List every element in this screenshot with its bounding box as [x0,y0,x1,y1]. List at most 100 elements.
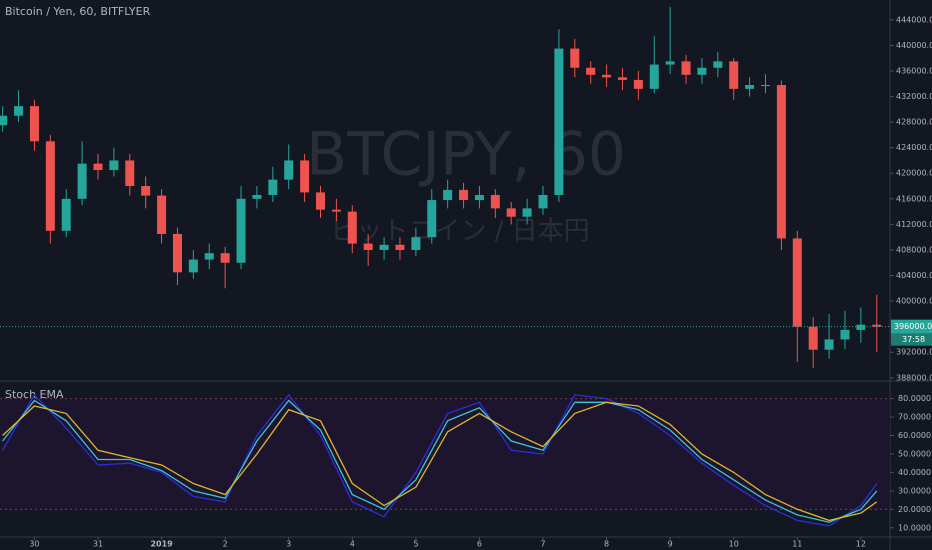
y-tick-label: 80.0000 [898,394,931,403]
x-tick-label: 10 [729,540,739,549]
candle-body [617,77,627,80]
last-price-box [891,319,932,334]
y-tick-label: 444000.00 [896,15,932,24]
x-tick-label: 9 [668,540,673,549]
y-tick-label: 70.0000 [898,413,931,422]
candle-body [14,106,24,116]
candle-body [443,189,453,201]
x-tick-label: 8 [604,540,609,549]
candle-body [729,61,739,89]
x-tick-label: 31 [93,540,103,549]
y-tick-label: 436000.00 [896,66,932,75]
candle-body [665,61,675,65]
candle-body [633,79,643,89]
candle-body [792,238,802,327]
x-tick-label: 2 [223,540,228,549]
last-price-label: 396000.00 [894,322,932,331]
candle-body [570,48,580,68]
candle-body [395,244,405,250]
candle-body [363,243,373,250]
candle-body [29,106,39,142]
x-tick-label: 3 [286,540,291,549]
y-tick-label: 20.0000 [898,505,931,514]
candle-body [856,324,866,330]
x-tick-label: 5 [413,540,418,549]
candle-body [474,194,484,201]
candle-body [379,244,389,250]
candle-body [538,194,548,209]
band-fill [0,398,890,510]
watermark-symbol: BTCJPY, 60 [306,120,626,190]
y-tick-label: 40.0000 [898,468,931,477]
y-tick-label: 50.0000 [898,449,931,458]
candle-body [125,160,135,187]
y-tick-label: 400000.00 [896,297,932,306]
x-tick-label: 2019 [150,540,173,549]
y-tick-label: 392000.00 [896,348,932,357]
candle-body [554,48,564,195]
candle-body [427,200,437,238]
candle-body [713,61,723,68]
candle-body [204,253,214,260]
candle-body [490,194,500,209]
candle-body [0,115,8,126]
candle-body [45,141,55,231]
watermark-name: ビットコイン / 日本円 [330,217,589,247]
candle-body [93,163,103,171]
candle-body [61,198,71,231]
countdown-label: 37:58 [902,335,925,344]
stoch-line [2,401,878,522]
candle-body [252,194,262,199]
candle-body [236,198,246,263]
candle-body [824,339,834,350]
candle-body [459,189,469,201]
y-tick-label: 60.0000 [898,431,931,440]
symbol-title: Bitcoin / Yen, 60, BITFLYER [5,5,151,18]
x-tick-label: 4 [350,540,355,549]
candle-body [411,237,421,250]
candle-body [268,179,278,195]
stoch-line [2,399,878,523]
candle-body [172,233,182,273]
y-tick-label: 10.0000 [898,523,931,532]
candle-body [776,85,786,239]
x-tick-label: 12 [856,540,866,549]
x-tick-label: 30 [29,540,39,549]
candle-body [745,85,755,89]
candle-body [808,326,818,350]
y-tick-label: 440000.00 [896,41,932,50]
candle-body [316,192,326,210]
x-tick-label: 11 [792,540,802,549]
stoch-line [2,393,878,527]
y-tick-label: 424000.00 [896,143,932,152]
candle-body [77,163,87,199]
y-tick-label: 432000.00 [896,92,932,101]
y-tick-label: 420000.00 [896,169,932,178]
candle-body [602,74,612,78]
y-tick-label: 30.0000 [898,486,931,495]
candle-body [347,211,357,244]
candle-body [331,209,341,212]
y-tick-label: 404000.00 [896,271,932,280]
y-tick-label: 388000.00 [896,373,932,382]
candle-body [761,85,771,87]
candle-body [506,208,516,217]
candle-body [157,195,167,234]
x-tick-label: 6 [477,540,482,549]
candle-body [586,67,596,75]
y-tick-label: 428000.00 [896,118,932,127]
candle-body [188,259,198,273]
candle-body [522,208,532,217]
y-tick-label: 412000.00 [896,220,932,229]
candle-body [284,160,294,180]
y-tick-label: 408000.00 [896,245,932,254]
candle-body [697,67,707,75]
candle-body [872,324,882,327]
x-tick-label: 7 [540,540,545,549]
candle-body [840,329,850,340]
candle-body [649,64,659,89]
countdown-box [891,333,932,346]
candle-body [109,160,119,171]
candle-body [141,186,151,196]
